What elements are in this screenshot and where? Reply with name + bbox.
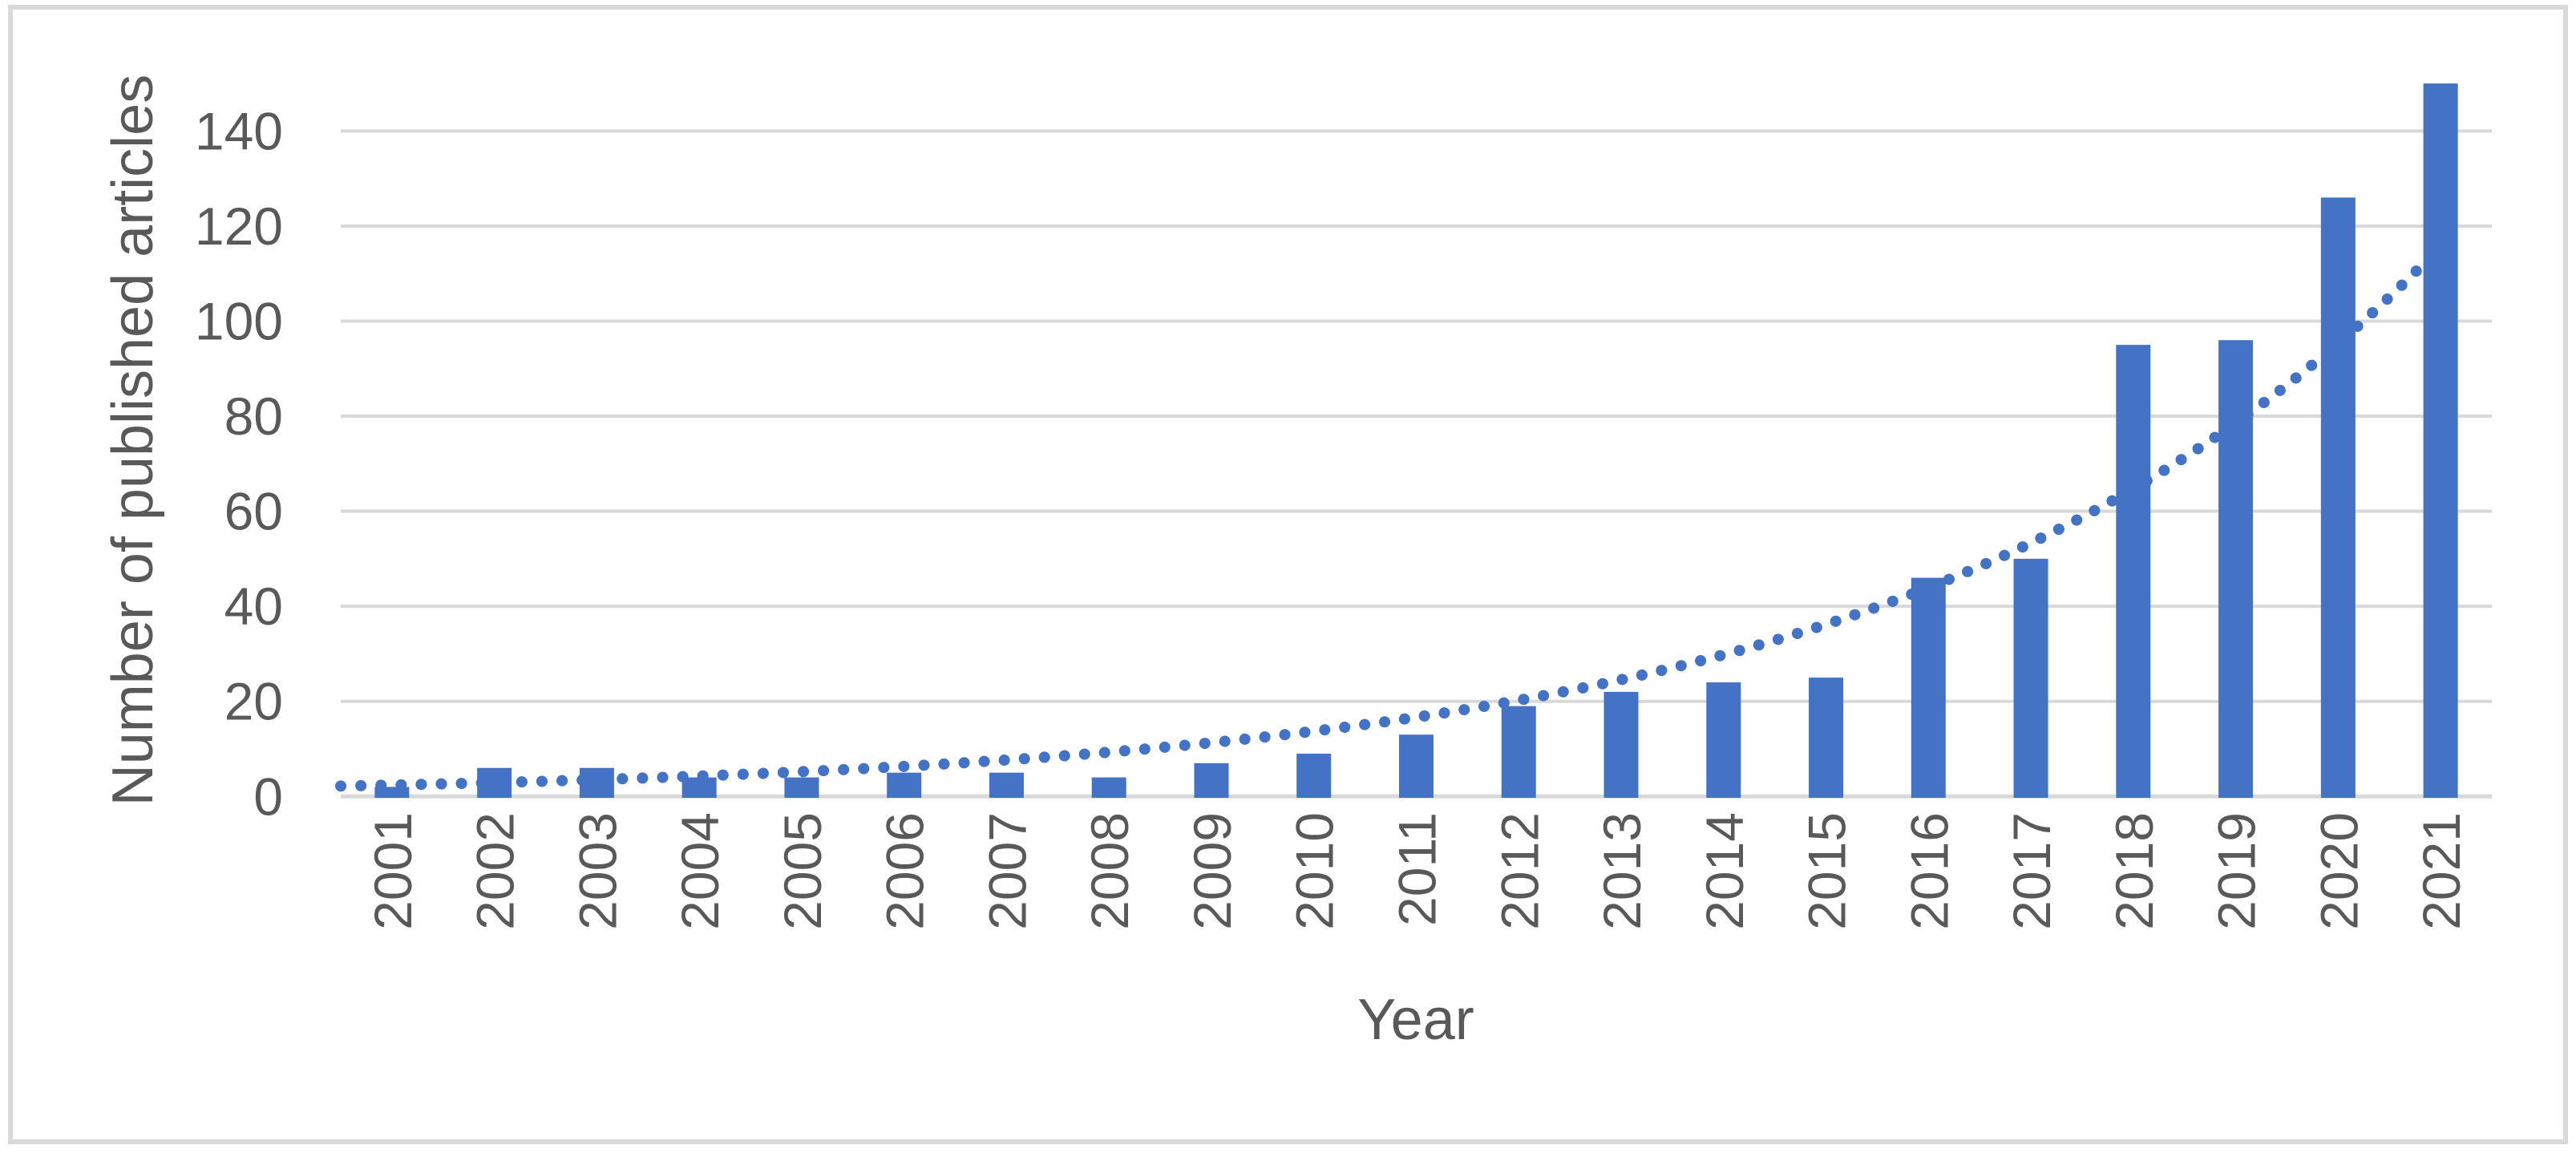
x-tick-label-2004: 2004	[670, 812, 730, 930]
x-tick-label-2010: 2010	[1285, 812, 1345, 930]
bar-2014	[1706, 682, 1741, 798]
x-tick-label-2017: 2017	[2002, 812, 2061, 930]
x-tick-label-2008: 2008	[1080, 812, 1139, 930]
x-tick-label-2005: 2005	[773, 812, 832, 930]
bar-2012	[1501, 706, 1536, 798]
bar-2007	[989, 772, 1024, 798]
bar-2016	[1911, 577, 1946, 798]
bar-2020	[2320, 197, 2356, 798]
x-tick-label-2020: 2020	[2309, 812, 2368, 930]
bar-2011	[1399, 734, 1434, 798]
bar-2006	[887, 772, 922, 798]
x-tick-label-2019: 2019	[2207, 812, 2267, 930]
bar-2004	[681, 777, 717, 798]
x-tick-label-2013: 2013	[1592, 812, 1652, 930]
y-tick-label-120: 120	[195, 196, 283, 256]
x-tick-label-2014: 2014	[1695, 812, 1754, 930]
bar-2010	[1296, 753, 1332, 798]
bar-2009	[1194, 763, 1229, 798]
x-tick-label-2001: 2001	[363, 812, 423, 930]
bar-2019	[2218, 340, 2254, 798]
y-axis-title: Number of published articles	[101, 74, 165, 807]
y-tick-label-40: 40	[224, 576, 283, 636]
bar-2005	[784, 777, 819, 798]
y-tick-label-100: 100	[195, 292, 283, 351]
y-tick-label-20: 20	[224, 672, 283, 731]
bar-2017	[2013, 558, 2048, 798]
x-axis-title: Year	[1357, 988, 1474, 1052]
bar-2021	[2423, 83, 2458, 799]
y-tick-label-140: 140	[195, 101, 283, 160]
x-tick-label-2016: 2016	[1899, 812, 1959, 930]
x-tick-label-2002: 2002	[466, 812, 525, 930]
bar-2013	[1603, 691, 1639, 798]
y-tick-label-60: 60	[224, 482, 283, 541]
x-tick-label-2015: 2015	[1798, 812, 1857, 930]
x-tick-label-2007: 2007	[977, 812, 1037, 930]
x-tick-label-2018: 2018	[2105, 812, 2164, 930]
trendline	[335, 241, 2447, 792]
x-tick-label-2021: 2021	[2412, 812, 2471, 930]
x-tick-label-2003: 2003	[568, 812, 627, 930]
bar-2015	[1809, 678, 1844, 798]
y-tick-label-0: 0	[253, 767, 283, 826]
x-tick-label-2011: 2011	[1388, 812, 1447, 926]
bar-2008	[1091, 777, 1126, 798]
y-tick-label-80: 80	[224, 386, 283, 446]
bar-2018	[2116, 345, 2151, 798]
x-tick-label-2012: 2012	[1490, 812, 1549, 930]
x-tick-label-2006: 2006	[876, 812, 935, 930]
x-tick-label-2009: 2009	[1183, 812, 1242, 930]
